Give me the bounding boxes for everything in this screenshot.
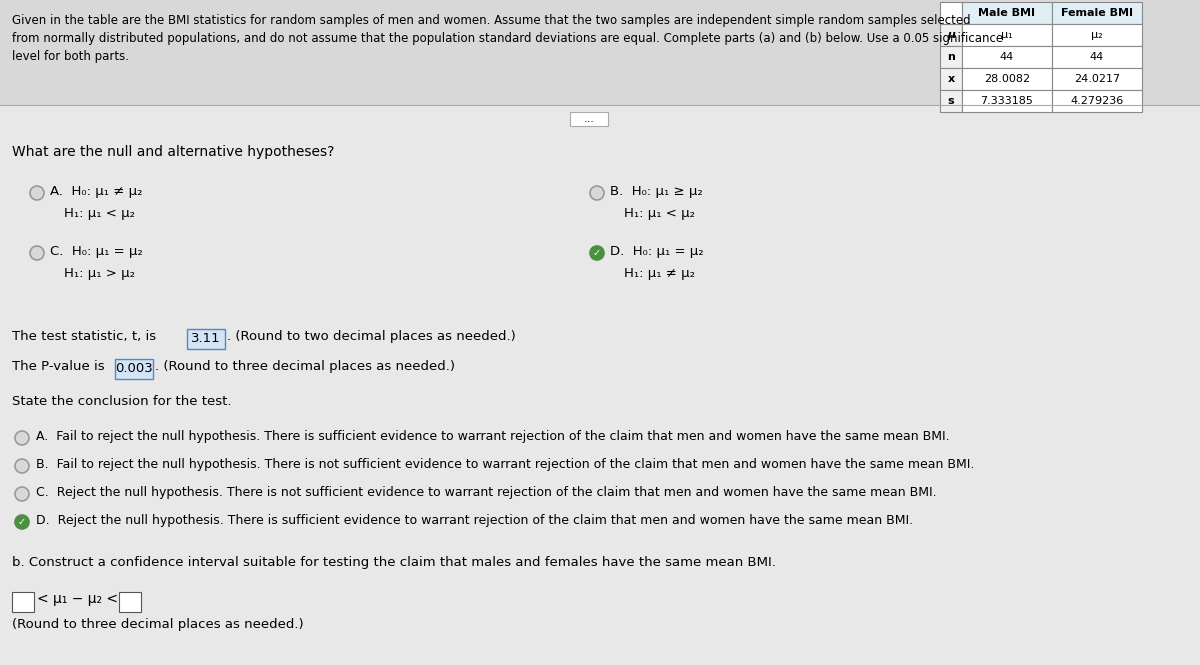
Text: Female BMI: Female BMI [1061,8,1133,18]
Bar [1052,2,1142,24]
Bar [962,90,1052,112]
Text: x: x [948,74,954,84]
Text: < μ₁ − μ₂ <: < μ₁ − μ₂ < [37,592,118,606]
Circle shape [14,487,29,501]
Bar [962,24,1052,46]
Bar [115,359,154,379]
Text: 4.279236: 4.279236 [1070,96,1123,106]
Text: What are the null and alternative hypotheses?: What are the null and alternative hypoth… [12,145,335,159]
Bar [962,46,1052,68]
Bar [940,46,962,68]
Text: μ₂: μ₂ [1091,30,1103,40]
Text: 7.333185: 7.333185 [980,96,1033,106]
Text: C.  H₀: μ₁ = μ₂: C. H₀: μ₁ = μ₂ [50,245,143,258]
Text: H₁: μ₁ > μ₂: H₁: μ₁ > μ₂ [64,267,134,280]
Bar [962,2,1052,24]
Text: D.  H₀: μ₁ = μ₂: D. H₀: μ₁ = μ₂ [610,245,703,258]
Bar [119,592,142,612]
Bar [0,0,1200,105]
Text: 44: 44 [1000,52,1014,62]
Text: from normally distributed populations, and do not assume that the population sta: from normally distributed populations, a… [12,32,1003,45]
Bar [940,68,962,90]
Circle shape [590,246,604,260]
Text: B.  Fail to reject the null hypothesis. There is not sufficient evidence to warr: B. Fail to reject the null hypothesis. T… [36,458,974,471]
Text: C.  Reject the null hypothesis. There is not sufficient evidence to warrant reje: C. Reject the null hypothesis. There is … [36,486,937,499]
Text: H₁: μ₁ ≠ μ₂: H₁: μ₁ ≠ μ₂ [624,267,695,280]
Text: level for both parts.: level for both parts. [12,50,130,63]
Circle shape [30,246,44,260]
Text: H₁: μ₁ < μ₂: H₁: μ₁ < μ₂ [64,207,134,220]
Bar [940,24,962,46]
Text: D.  Reject the null hypothesis. There is sufficient evidence to warrant rejectio: D. Reject the null hypothesis. There is … [36,514,913,527]
Text: ✓: ✓ [18,517,26,527]
Text: A.  H₀: μ₁ ≠ μ₂: A. H₀: μ₁ ≠ μ₂ [50,185,143,198]
Text: b. Construct a confidence interval suitable for testing the claim that males and: b. Construct a confidence interval suita… [12,556,776,569]
Text: n: n [947,52,955,62]
Circle shape [14,459,29,473]
Text: 44: 44 [1090,52,1104,62]
Text: B.  H₀: μ₁ ≥ μ₂: B. H₀: μ₁ ≥ μ₂ [610,185,703,198]
Text: 3.11: 3.11 [191,332,221,346]
Bar [1052,46,1142,68]
Text: The test statistic, t, is: The test statistic, t, is [12,330,161,343]
Text: State the conclusion for the test.: State the conclusion for the test. [12,395,232,408]
Text: μ: μ [947,30,955,40]
Text: A.  Fail to reject the null hypothesis. There is sufficient evidence to warrant : A. Fail to reject the null hypothesis. T… [36,430,949,443]
Text: H₁: μ₁ < μ₂: H₁: μ₁ < μ₂ [624,207,695,220]
Bar [570,112,608,126]
Text: . (Round to three decimal places as needed.): . (Round to three decimal places as need… [155,360,455,373]
Text: . (Round to two decimal places as needed.): . (Round to two decimal places as needed… [227,330,516,343]
Circle shape [30,186,44,200]
Text: ...: ... [583,114,594,124]
Circle shape [14,515,29,529]
Bar [1052,24,1142,46]
Text: (Round to three decimal places as needed.): (Round to three decimal places as needed… [12,618,304,631]
Bar [940,2,962,24]
Text: 28.0082: 28.0082 [984,74,1030,84]
Text: μ₁: μ₁ [1001,30,1013,40]
Bar [962,68,1052,90]
Bar [12,592,34,612]
Circle shape [590,186,604,200]
Text: 24.0217: 24.0217 [1074,74,1120,84]
Text: Male BMI: Male BMI [978,8,1036,18]
Text: 0.003: 0.003 [115,362,152,376]
Bar [187,329,226,349]
Text: Given in the table are the BMI statistics for random samples of men and women. A: Given in the table are the BMI statistic… [12,14,971,27]
Bar [1052,90,1142,112]
Bar [1052,68,1142,90]
Text: s: s [948,96,954,106]
Bar [940,90,962,112]
Circle shape [14,431,29,445]
Text: The P-value is: The P-value is [12,360,109,373]
Text: ✓: ✓ [593,248,601,258]
